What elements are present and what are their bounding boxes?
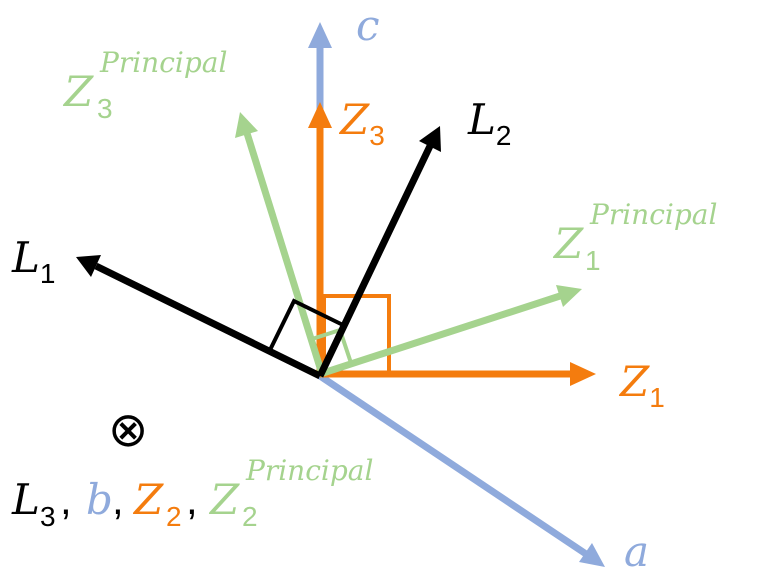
label-l2: L2 [467, 95, 511, 151]
label-z3p-sup: Principal [99, 46, 227, 79]
label-z2-main: Z [132, 475, 164, 524]
lab-right-angle-marker [268, 298, 344, 351]
label-z3p-sub: 3 [97, 93, 113, 124]
label-z1: Z1 [618, 357, 665, 413]
label-l1-sub: 1 [40, 258, 56, 289]
label-z1-principal: Z 1 Principal [552, 198, 717, 276]
label-a: a [624, 527, 649, 576]
label-bottom-group: L 3 , b , Z 2 , Z 2 Principal [11, 454, 373, 532]
label-z3-main: Z [338, 95, 370, 144]
label-a-text: a [624, 527, 649, 576]
label-z2p-sup: Principal [245, 454, 373, 487]
label-z2p-sub: 2 [242, 501, 258, 532]
label-l1: L1 [11, 233, 55, 289]
label-l2-main: L [467, 95, 496, 144]
z3-principal-axis [235, 112, 326, 376]
label-z3p-main: Z [62, 67, 94, 116]
crystal-a-axis [318, 373, 605, 567]
label-z3: Z3 [338, 95, 385, 151]
label-l3-sub: 3 [40, 501, 56, 532]
label-comma-3: , [186, 476, 198, 523]
label-z3-sub: 3 [369, 120, 385, 151]
label-z1-main: Z [618, 357, 650, 406]
label-z2p-main: Z [208, 475, 240, 524]
label-c: c [356, 1, 380, 50]
label-z1p-sup: Principal [589, 198, 717, 231]
label-z2-sub: 2 [166, 501, 182, 532]
label-l1-main: L [11, 233, 40, 282]
label-c-text: c [356, 1, 380, 50]
label-z1-sub: 1 [649, 382, 665, 413]
label-z3-principal: Z 3 Principal [62, 46, 227, 124]
label-l2-sub: 2 [496, 120, 512, 151]
label-z1p-main: Z [552, 219, 584, 268]
label-comma-2: , [112, 476, 124, 523]
label-z1p-sub: 1 [585, 245, 601, 276]
z3-axis [308, 102, 332, 376]
label-b-main: b [86, 475, 113, 524]
l2-axis [316, 126, 441, 378]
label-l3-main: L [11, 475, 40, 524]
z1-principal-axis [318, 285, 582, 378]
label-comma-1: , [60, 476, 72, 523]
into-page-symbol: ⊗ [108, 404, 148, 457]
l1-axis [76, 255, 322, 380]
